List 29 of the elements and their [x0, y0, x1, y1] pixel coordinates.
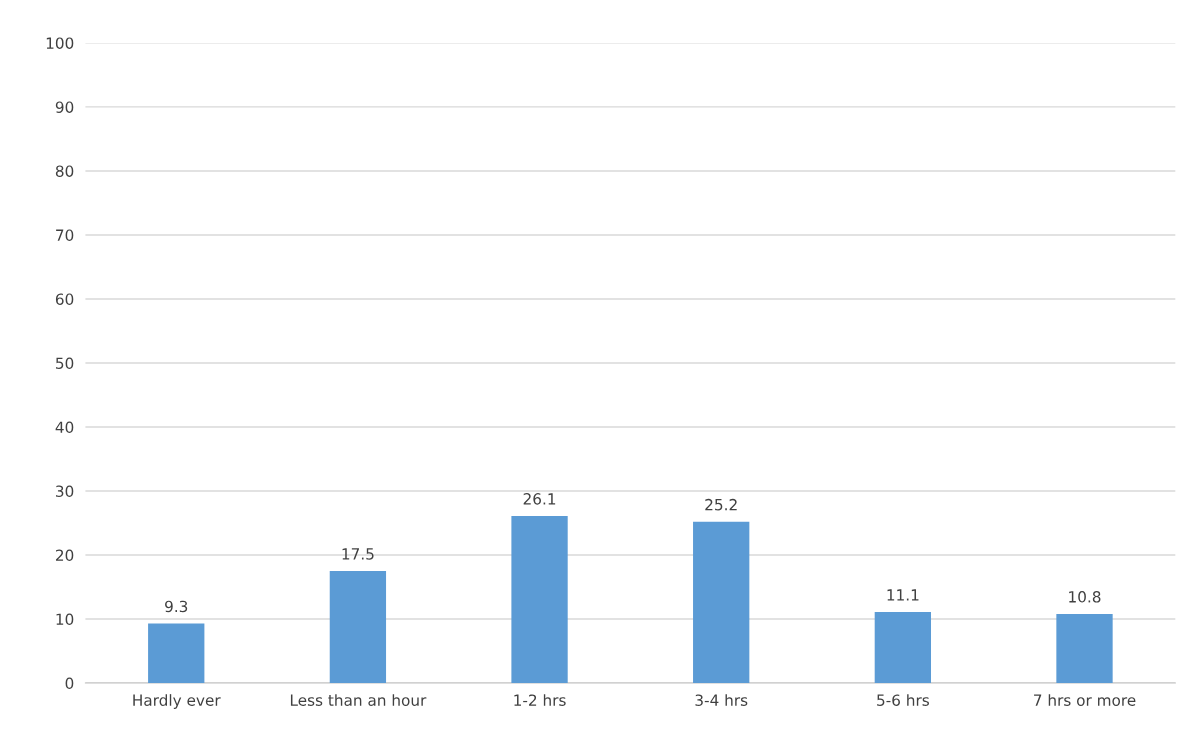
x-tick-label: 3-4 hrs — [695, 694, 748, 706]
data-label: 11.1 — [887, 589, 919, 601]
data-label: 25.2 — [705, 498, 737, 511]
x-tick-label: 5-6 hrs — [877, 694, 929, 706]
y-tick-label: 10 — [56, 613, 74, 626]
y-tick-label: 90 — [55, 101, 74, 113]
data-label: 17.5 — [342, 548, 374, 560]
data-label: 9.3 — [165, 600, 188, 613]
y-tick-label: 80 — [55, 165, 74, 177]
y-tick-label: 0 — [65, 677, 74, 690]
bar — [148, 623, 205, 684]
x-tick-label: Less than an hour — [290, 694, 427, 706]
y-tick-label: 20 — [55, 549, 74, 562]
y-tick-label: 100 — [46, 37, 74, 49]
bar — [874, 611, 932, 684]
y-tick-label: 30 — [56, 485, 74, 498]
bar — [693, 521, 750, 684]
y-tick-label: 60 — [55, 293, 74, 305]
y-tick-label: 40 — [55, 421, 74, 433]
data-label: 10.8 — [1069, 591, 1101, 603]
bar — [329, 571, 387, 684]
bar — [511, 515, 568, 684]
y-tick-label: 50 — [56, 357, 74, 369]
x-tick-label: 7 hrs or more — [1034, 694, 1136, 706]
x-tick-label: Hardly ever — [133, 694, 221, 709]
bar — [1056, 613, 1113, 684]
x-tick-label: 1-2 hrs — [514, 694, 566, 706]
y-tick-label: 70 — [56, 229, 74, 241]
data-label: 26.1 — [523, 493, 556, 505]
